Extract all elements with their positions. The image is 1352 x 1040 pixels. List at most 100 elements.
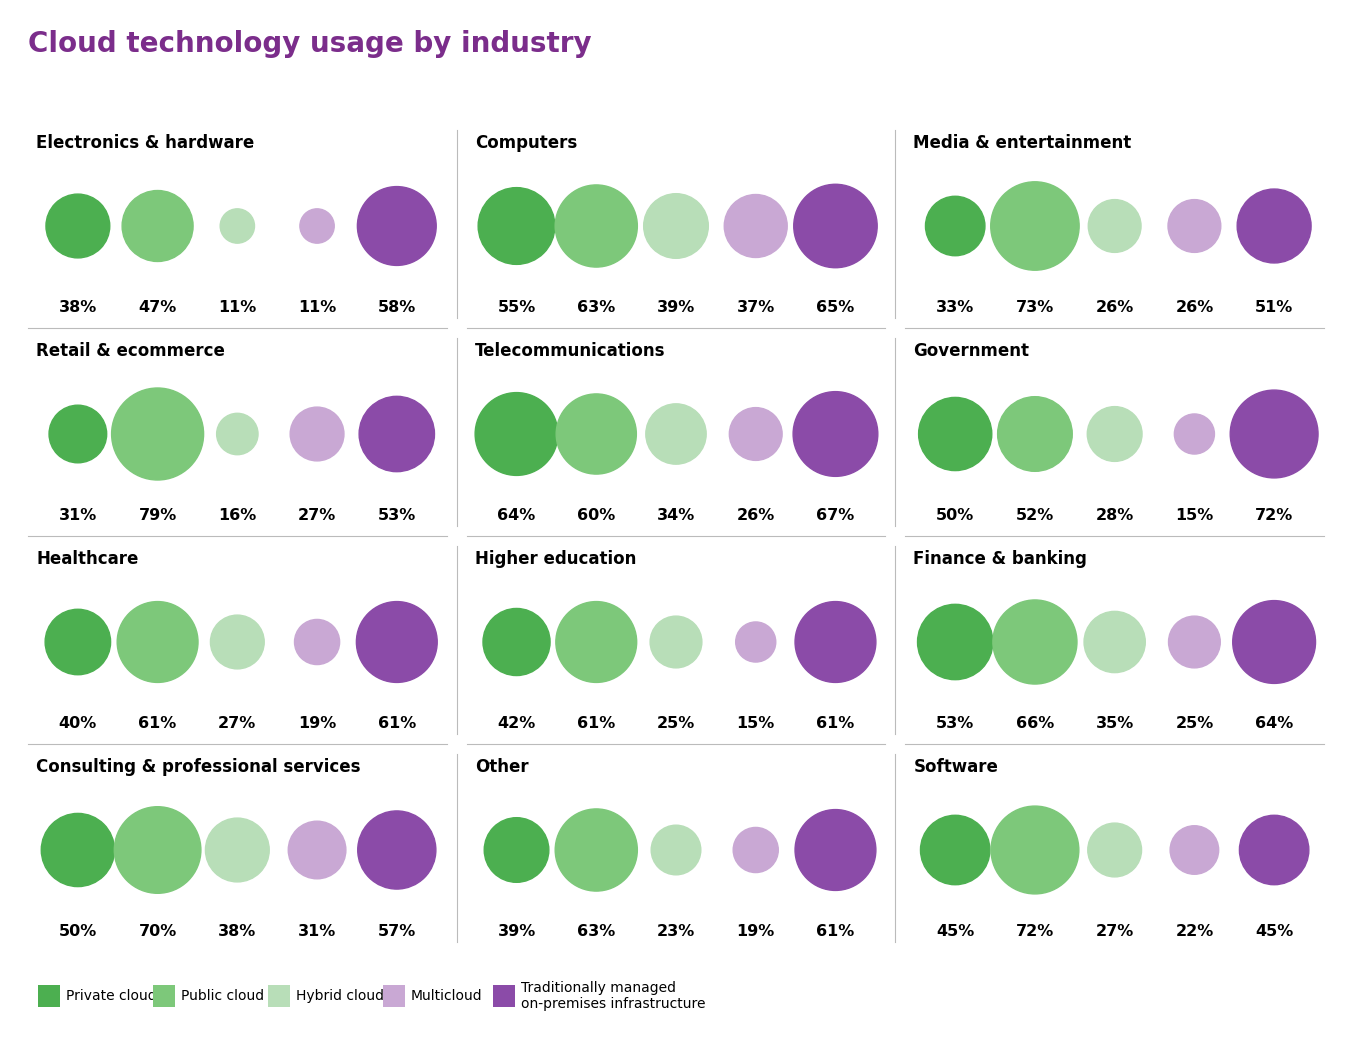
Text: 27%: 27% [218, 716, 257, 731]
Text: 64%: 64% [1255, 716, 1294, 731]
Circle shape [918, 604, 992, 680]
Circle shape [795, 601, 876, 682]
Circle shape [733, 828, 779, 873]
Text: 57%: 57% [377, 924, 416, 939]
Text: 27%: 27% [297, 508, 337, 523]
Text: 63%: 63% [577, 924, 615, 939]
Circle shape [652, 825, 700, 875]
Text: on-premises infrastructure: on-premises infrastructure [521, 997, 706, 1011]
Text: Computers: Computers [475, 134, 577, 152]
Circle shape [483, 608, 550, 676]
Circle shape [118, 601, 197, 682]
Text: Media & entertainment: Media & entertainment [914, 134, 1132, 152]
Circle shape [991, 806, 1079, 894]
Circle shape [556, 185, 637, 267]
Text: 35%: 35% [1095, 716, 1134, 731]
Circle shape [646, 404, 706, 464]
Text: 60%: 60% [577, 508, 615, 523]
Circle shape [216, 413, 258, 454]
Circle shape [206, 818, 269, 882]
Text: 19%: 19% [297, 716, 337, 731]
Text: 38%: 38% [218, 924, 257, 939]
Text: 52%: 52% [1015, 508, 1055, 523]
Text: Healthcare: Healthcare [37, 550, 138, 568]
Circle shape [1088, 200, 1141, 253]
Circle shape [360, 396, 434, 472]
Text: Traditionally managed: Traditionally managed [521, 981, 676, 995]
Text: 15%: 15% [737, 716, 775, 731]
Text: 53%: 53% [377, 508, 416, 523]
Circle shape [1175, 414, 1214, 454]
Circle shape [358, 811, 435, 889]
Circle shape [112, 388, 204, 480]
Text: 61%: 61% [817, 924, 854, 939]
Bar [383, 985, 406, 1007]
Text: 72%: 72% [1015, 924, 1055, 939]
Text: 79%: 79% [138, 508, 177, 523]
Text: 33%: 33% [936, 300, 975, 315]
Circle shape [998, 396, 1072, 471]
Circle shape [644, 193, 708, 258]
Circle shape [479, 187, 554, 264]
Circle shape [42, 813, 115, 886]
Circle shape [1237, 189, 1311, 263]
Circle shape [49, 406, 107, 463]
Circle shape [1168, 616, 1221, 668]
Circle shape [556, 601, 637, 682]
Text: 47%: 47% [138, 300, 177, 315]
Text: Retail & ecommerce: Retail & ecommerce [37, 342, 224, 360]
Text: 16%: 16% [218, 508, 257, 523]
Text: 50%: 50% [58, 924, 97, 939]
Text: 26%: 26% [1095, 300, 1134, 315]
Circle shape [300, 209, 334, 243]
Circle shape [357, 186, 437, 265]
Bar [38, 985, 59, 1007]
Text: Finance & banking: Finance & banking [914, 550, 1087, 568]
Text: Government: Government [914, 342, 1029, 360]
Text: 61%: 61% [138, 716, 177, 731]
Circle shape [288, 822, 346, 879]
Text: 58%: 58% [377, 300, 416, 315]
Text: Consulting & professional services: Consulting & professional services [37, 758, 361, 776]
Circle shape [556, 809, 637, 891]
Text: Private cloud: Private cloud [66, 989, 157, 1003]
Text: 61%: 61% [817, 716, 854, 731]
Text: 42%: 42% [498, 716, 535, 731]
Text: Higher education: Higher education [475, 550, 635, 568]
Circle shape [1169, 826, 1218, 875]
Text: 61%: 61% [577, 716, 615, 731]
Circle shape [46, 194, 110, 258]
Text: 55%: 55% [498, 300, 535, 315]
Text: 26%: 26% [1175, 300, 1214, 315]
Circle shape [1230, 390, 1318, 478]
Text: 70%: 70% [138, 924, 177, 939]
Circle shape [122, 190, 193, 261]
Circle shape [115, 807, 201, 893]
Circle shape [1233, 600, 1315, 683]
Text: 37%: 37% [737, 300, 775, 315]
Text: 63%: 63% [577, 300, 615, 315]
Circle shape [650, 616, 702, 668]
Text: 65%: 65% [817, 300, 854, 315]
Text: 22%: 22% [1175, 924, 1214, 939]
Text: Electronics & hardware: Electronics & hardware [37, 134, 254, 152]
Text: 61%: 61% [377, 716, 416, 731]
Text: 67%: 67% [817, 508, 854, 523]
Circle shape [295, 620, 339, 665]
Text: 15%: 15% [1175, 508, 1214, 523]
Text: 45%: 45% [936, 924, 975, 939]
Text: Software: Software [914, 758, 998, 776]
Circle shape [1088, 823, 1141, 877]
Text: 39%: 39% [498, 924, 535, 939]
Text: 51%: 51% [1255, 300, 1294, 315]
Text: 11%: 11% [297, 300, 337, 315]
Text: 31%: 31% [58, 508, 97, 523]
Circle shape [921, 815, 990, 885]
Circle shape [211, 615, 264, 669]
Text: 19%: 19% [737, 924, 775, 939]
Circle shape [484, 817, 549, 882]
Text: 31%: 31% [297, 924, 337, 939]
Circle shape [795, 809, 876, 890]
Text: Other: Other [475, 758, 529, 776]
Text: 66%: 66% [1015, 716, 1055, 731]
